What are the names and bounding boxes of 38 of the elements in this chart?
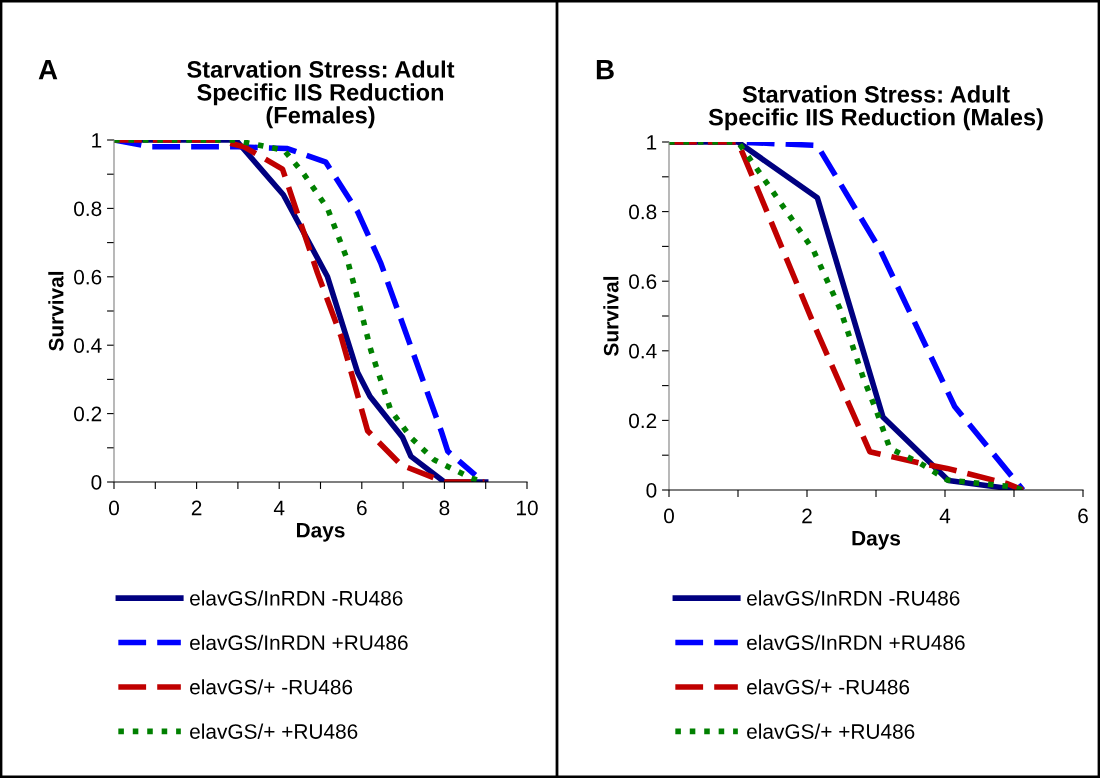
y-tick-label: 0 — [646, 483, 657, 498]
legend-label: elavGS/+ +RU486 — [747, 723, 915, 739]
x-tick-label: 2 — [802, 508, 812, 524]
y-tick-label: 0.6 — [74, 269, 102, 285]
text: A — [38, 60, 58, 80]
y-tick-label: 1 — [92, 133, 102, 148]
x-tick-label: 4 — [939, 508, 951, 524]
chart-title: Starvation Stress: Adult Specific IIS Reduction (Males) — [708, 85, 1043, 131]
y-tick-label: 0.4 — [74, 338, 102, 353]
y-tick-label: 0 — [91, 475, 102, 490]
y-tick-label: 0.4 — [629, 343, 657, 359]
y-axis-title: Survival — [48, 271, 64, 351]
x-tick-label: 6 — [1078, 508, 1088, 524]
x-tick-label: 0 — [109, 500, 119, 516]
x-tick-label: 4 — [273, 500, 285, 516]
x-axis-title: Days — [852, 531, 901, 550]
y-tick-label: 0.8 — [74, 201, 102, 217]
y-tick-label: 1 — [647, 135, 657, 150]
x-axis-title: Days — [296, 523, 345, 542]
x-tick-label: 2 — [191, 500, 202, 516]
legend-label: elavGS/+ -RU486 — [190, 679, 353, 695]
legend-label: elavGS/InRDN +RU486 — [190, 634, 408, 651]
x-tick-label: 6 — [357, 500, 367, 516]
y-tick-label: 0.2 — [629, 413, 657, 429]
text: B — [596, 60, 614, 80]
legend-label: elavGS/InRDN +RU486 — [747, 634, 965, 651]
chart-title: Starvation Stress: Adult Specific IIS Reduction (Females) — [187, 60, 455, 129]
x-tick-label: 0 — [664, 508, 674, 524]
legend-label: elavGS/+ -RU486 — [747, 679, 910, 695]
x-tick-label: 8 — [439, 500, 450, 516]
y-tick-label: 0.8 — [629, 204, 657, 220]
x-tick-label: 10 — [517, 500, 538, 516]
y-axis-title: Survival — [603, 276, 619, 356]
legend-label: elavGS/+ +RU486 — [190, 723, 358, 739]
y-tick-label: 0.2 — [74, 406, 102, 422]
legend-label: elavGS/InRDN -RU486 — [190, 590, 403, 606]
y-tick-label: 0.6 — [629, 274, 657, 289]
legend-label: elavGS/InRDN -RU486 — [747, 590, 960, 606]
